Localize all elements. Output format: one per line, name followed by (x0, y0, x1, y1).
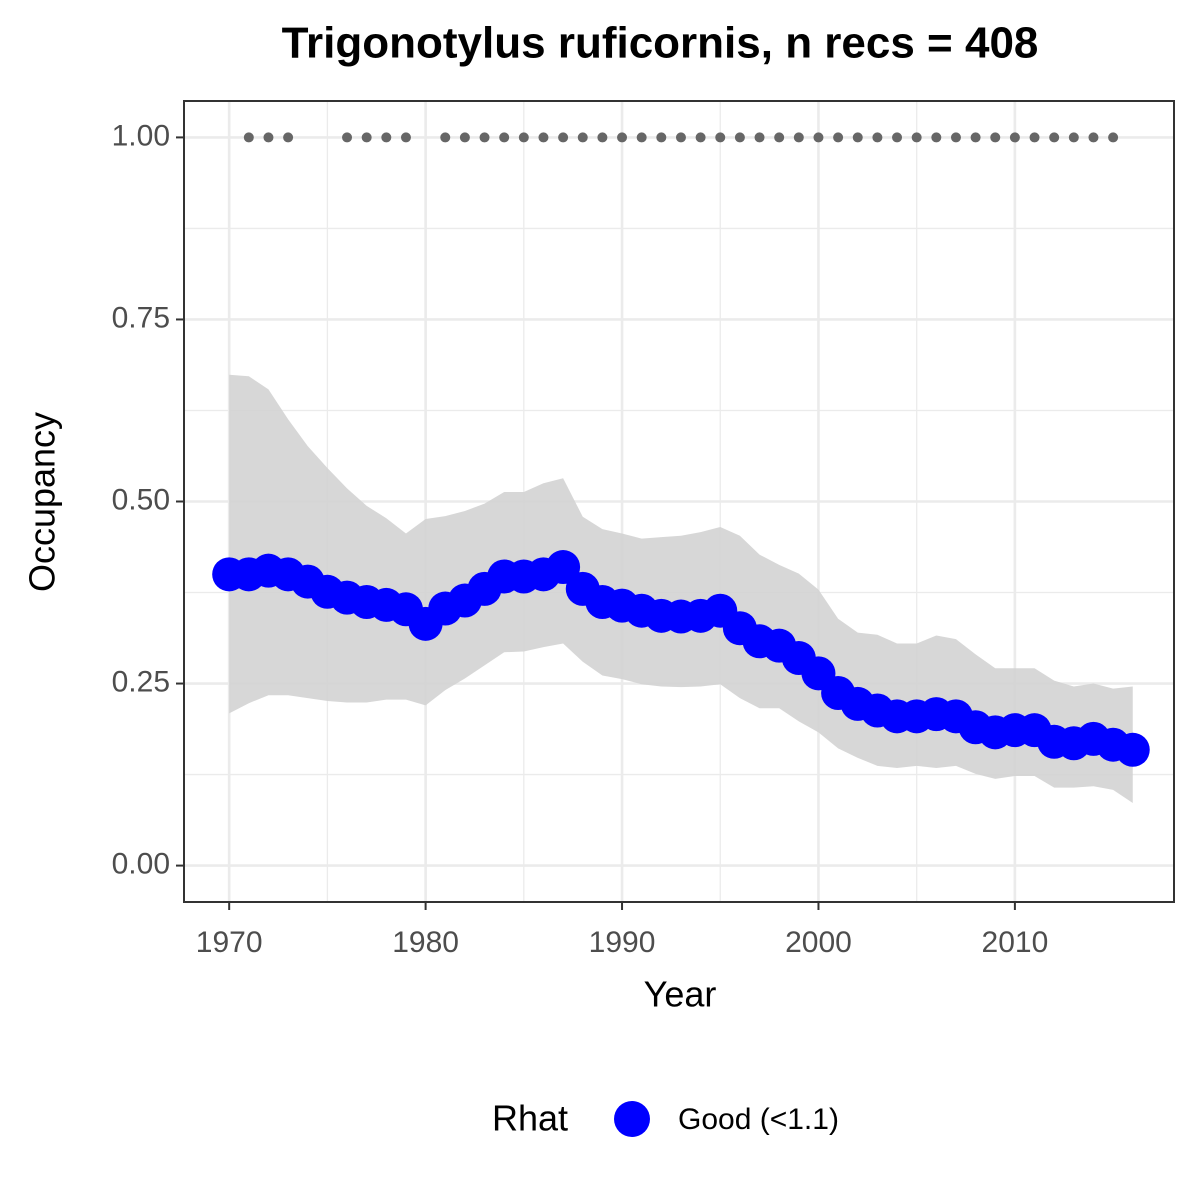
y-tick-label: 0.25 (112, 665, 170, 698)
y-tick-label: 0.75 (112, 301, 170, 334)
point (1115, 732, 1150, 767)
record-dot (577, 132, 588, 143)
x-tick-label: 1990 (589, 926, 656, 959)
legend-key (614, 1101, 650, 1137)
record-dot (636, 132, 647, 143)
record-dot (499, 132, 510, 143)
record-dot (833, 132, 844, 143)
record-dot (695, 132, 706, 143)
record-dot (892, 132, 903, 143)
record-dot (400, 132, 411, 143)
record-dot (381, 132, 392, 143)
record-dot (1049, 132, 1060, 143)
record-dot (597, 132, 608, 143)
chart-title: Trigonotylus ruficornis, n recs = 408 (282, 19, 1039, 68)
record-dot (263, 132, 274, 143)
x-tick-label: 2010 (982, 926, 1049, 959)
record-dot (813, 132, 824, 143)
record-dot (1029, 132, 1040, 143)
record-dot (283, 132, 294, 143)
x-tick-label: 1980 (392, 926, 459, 959)
record-dot (243, 132, 254, 143)
record-dot (774, 132, 785, 143)
record-dot (715, 132, 726, 143)
record-dot (1108, 132, 1119, 143)
x-tick-label: 1970 (196, 926, 263, 959)
record-dot (1088, 132, 1099, 143)
legend-title: Rhat (492, 1098, 568, 1139)
x-axis-title: Year (644, 974, 717, 1015)
y-tick-label: 0.00 (112, 848, 170, 881)
panel-border (183, 100, 1175, 903)
record-dot (656, 132, 667, 143)
record-dot (872, 132, 883, 143)
x-tick-label: 2000 (785, 926, 852, 959)
record-dot (1068, 132, 1079, 143)
record-dot (479, 132, 490, 143)
y-tick-label: 1.00 (112, 119, 170, 152)
point (546, 550, 581, 585)
record-dot (911, 132, 922, 143)
record-dot (558, 132, 569, 143)
record-dot (734, 132, 745, 143)
legend-label: Good (<1.1) (678, 1103, 839, 1136)
record-dot (459, 132, 470, 143)
record-dot (617, 132, 628, 143)
record-dot (852, 132, 863, 143)
record-dot (990, 132, 1001, 143)
confidence-band (229, 374, 1133, 803)
record-dot (931, 132, 942, 143)
record-dot (361, 132, 372, 143)
record-dot (970, 132, 981, 143)
y-tick-label: 0.50 (112, 483, 170, 516)
record-dot (342, 132, 353, 143)
record-dot (754, 132, 765, 143)
record-dot (793, 132, 804, 143)
record-dot (440, 132, 451, 143)
record-dot (675, 132, 686, 143)
y-axis-title: Occupancy (22, 412, 63, 592)
record-dot (538, 132, 549, 143)
record-dot (1009, 132, 1020, 143)
record-dot (950, 132, 961, 143)
record-dot (518, 132, 529, 143)
